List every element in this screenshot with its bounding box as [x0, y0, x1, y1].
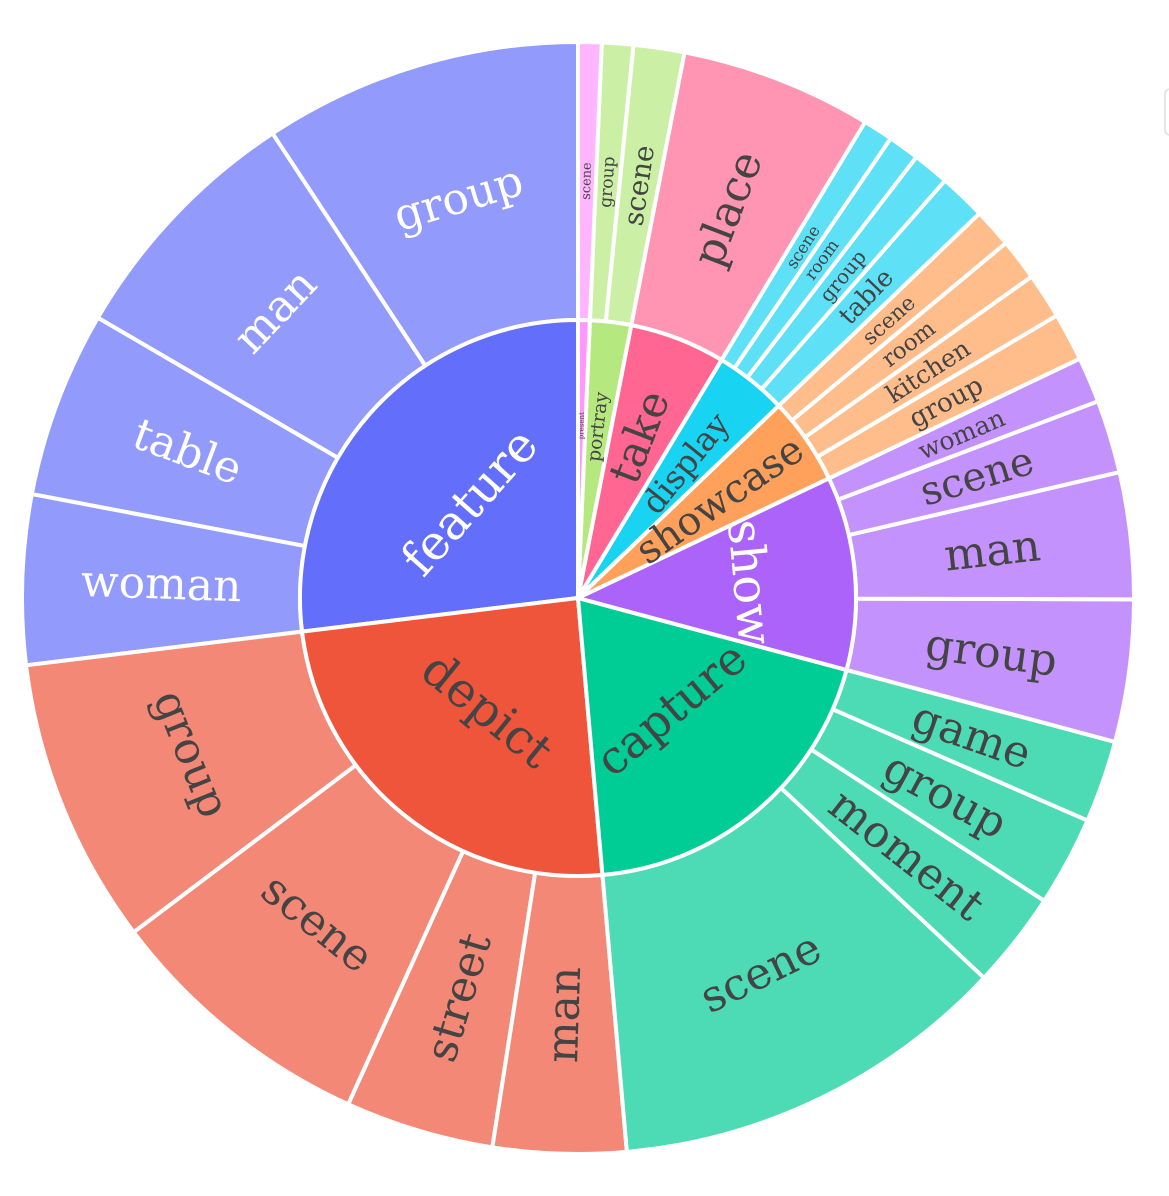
- sector-label-present: present: [577, 412, 586, 439]
- modebar-tab: [1164, 88, 1169, 136]
- sector-show[interactable]: [572, 475, 858, 673]
- sector-capture[interactable]: [575, 595, 849, 878]
- sector-label-present-scene: scene: [579, 162, 595, 200]
- sector-label-portray-group: group: [596, 156, 620, 209]
- sector-present[interactable]: [576, 317, 592, 599]
- sector-feature[interactable]: [298, 317, 580, 634]
- sector-label-depict-man: man: [537, 966, 591, 1064]
- sector-label-feature-woman: woman: [80, 556, 242, 612]
- sector-depict[interactable]: [299, 595, 605, 878]
- sector-label-show: show: [716, 517, 783, 647]
- inner-ring: [298, 317, 858, 878]
- sector-label-show-man: man: [942, 520, 1043, 582]
